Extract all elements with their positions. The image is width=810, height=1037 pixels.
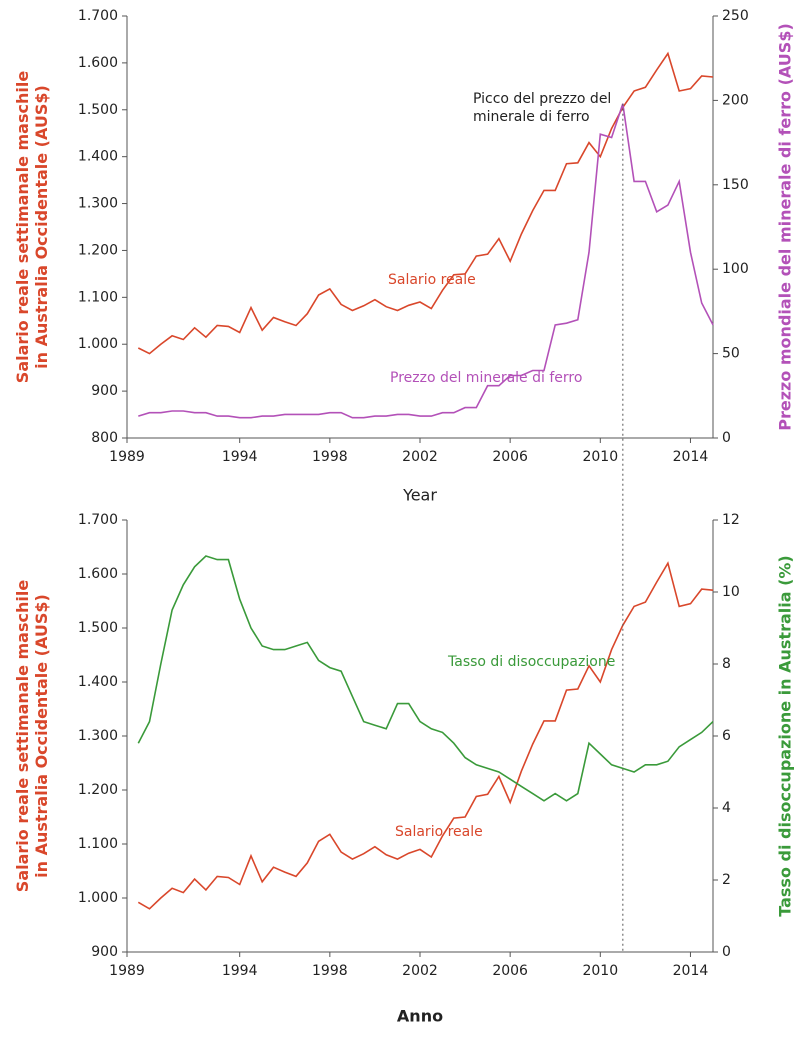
y-tick-label: 1.400 [78,149,118,165]
y-tick-label: 1.000 [78,890,118,906]
x-axis-label: Year [402,486,437,505]
series-label: Prezzo del minerale di ferro [390,370,582,386]
x-tick-label: 1989 [109,963,145,979]
y2-tick-label: 6 [722,728,731,744]
y-tick-label: 1.400 [78,674,118,690]
y-axis-label: Salario reale settimanale maschilein Aus… [13,71,51,384]
series-line [137,555,714,802]
y-tick-label: 1.100 [78,289,118,305]
y2-tick-label: 250 [722,8,749,24]
y2-tick-label: 10 [722,584,740,600]
y-tick-label: 1.200 [78,782,118,798]
y2-tick-label: 0 [722,430,731,446]
y-tick-label: 1.000 [78,336,118,352]
x-tick-label: 1994 [222,449,258,465]
y2-tick-label: 150 [722,177,749,193]
series-line [137,51,714,355]
y-tick-label: 1.100 [78,836,118,852]
y-tick-label: 1.700 [78,512,118,528]
x-tick-label: 2006 [492,449,528,465]
y-tick-label: 1.300 [78,196,118,212]
y2-tick-label: 0 [722,944,731,960]
series-line [138,103,714,419]
y-tick-label: 1.700 [78,8,118,24]
y2-tick-label: 50 [722,346,740,362]
y-tick-label: 1.300 [78,728,118,744]
y-tick-label: 800 [91,430,118,446]
x-tick-label: 2006 [492,963,528,979]
y2-tick-label: 200 [722,92,749,108]
x-tick-label: 2002 [402,963,438,979]
x-tick-label: 2010 [582,449,618,465]
y-tick-label: 1.600 [78,566,118,582]
series-line [137,561,714,910]
series-label: Salario reale [388,272,476,288]
annotation-line: minerale di ferro [473,109,590,125]
y2-axis-label: Tasso di disoccupazione in Australia (%) [776,555,795,917]
y-tick-label: 1.600 [78,55,118,71]
y2-tick-label: 12 [722,512,740,528]
y-tick-label: 900 [91,944,118,960]
y-axis-label-line: Salario reale settimanale maschile [13,580,32,893]
y-tick-label: 1.500 [78,620,118,636]
annotation-line: Picco del prezzo del [473,91,611,107]
x-axis-label: Anno [397,1007,443,1026]
x-tick-label: 1998 [312,449,348,465]
x-tick-label: 2010 [582,963,618,979]
x-tick-label: 2014 [673,449,709,465]
y-axis-label: Salario reale settimanale maschilein Aus… [13,580,51,893]
x-tick-label: 1989 [109,449,145,465]
x-tick-label: 1994 [222,963,258,979]
y-tick-label: 900 [91,383,118,399]
y-axis-label-line: in Australia Occidentale (AUS$) [32,594,51,878]
y2-tick-label: 4 [722,800,731,816]
annotation: Picco del prezzo del minerale di ferro [473,91,611,125]
y2-axis-label: Prezzo mondiale del minerale di ferro (A… [776,23,795,431]
y-tick-label: 1.500 [78,102,118,118]
x-tick-label: 1998 [312,963,348,979]
series-label: Tasso di disoccupazione [447,654,615,670]
x-tick-label: 2014 [673,963,709,979]
x-tick-label: 2002 [402,449,438,465]
y-axis-label-line: Salario reale settimanale maschile [13,71,32,384]
y-tick-label: 1.200 [78,242,118,258]
y2-tick-label: 8 [722,656,731,672]
y2-tick-label: 2 [722,872,731,888]
y-axis-label-line: in Australia Occidentale (AUS$) [32,85,51,369]
y2-tick-label: 100 [722,261,749,277]
series-label: Salario reale [395,824,483,840]
